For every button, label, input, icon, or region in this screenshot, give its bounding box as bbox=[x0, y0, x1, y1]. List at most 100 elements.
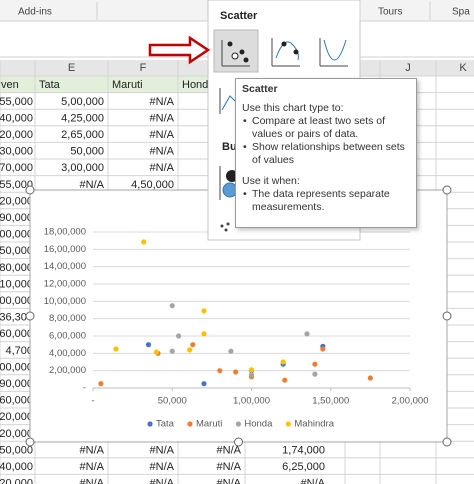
resize-handle[interactable] bbox=[442, 311, 452, 321]
cell: 20,000 bbox=[0, 129, 33, 141]
y-tick-label: - bbox=[83, 383, 86, 394]
cell: 80,000 bbox=[0, 262, 33, 274]
cell: #N/A bbox=[150, 96, 175, 108]
cell: 40,000 bbox=[0, 461, 33, 473]
point bbox=[248, 372, 255, 378]
point bbox=[201, 381, 207, 387]
x-tick-label: - bbox=[91, 396, 94, 407]
header-cell: Tata bbox=[39, 79, 61, 91]
x-tick-label: 50,000 bbox=[158, 396, 187, 407]
cell: 36,300 bbox=[0, 312, 33, 324]
cell: 1,74,000 bbox=[282, 444, 325, 456]
resize-handle[interactable] bbox=[25, 437, 35, 447]
cell: 00,000 bbox=[0, 229, 33, 241]
ribbon-tab: Spa bbox=[452, 7, 470, 18]
x-tick-label: 2,00,000 bbox=[392, 396, 429, 407]
cell: 50,000 bbox=[0, 444, 33, 456]
cell: #N/A bbox=[80, 444, 105, 456]
scatter-icon-selected[interactable] bbox=[213, 29, 259, 73]
cell: 20,000 bbox=[0, 428, 33, 440]
cell: 5,00,000 bbox=[61, 96, 104, 108]
cell: 20,000 bbox=[0, 411, 33, 423]
scatter-lines-icon[interactable] bbox=[271, 38, 300, 67]
more-icon[interactable] bbox=[220, 222, 230, 232]
cell: 90,000 bbox=[0, 378, 33, 390]
point bbox=[201, 308, 207, 314]
cell: 4,50,000 bbox=[131, 179, 174, 191]
point bbox=[282, 377, 288, 383]
cell: 10,000 bbox=[0, 278, 33, 290]
tooltip-when-heading: Use it when: bbox=[242, 175, 300, 187]
point bbox=[217, 368, 223, 374]
cell: #N/A bbox=[80, 179, 105, 191]
point bbox=[187, 347, 193, 353]
cell: #N/A bbox=[80, 461, 105, 473]
cell: #N/A bbox=[150, 444, 175, 456]
cell: 00,000 bbox=[0, 361, 33, 373]
tooltip-use: Show relationships between sets of value… bbox=[243, 141, 410, 167]
resize-handle[interactable] bbox=[25, 311, 35, 321]
point bbox=[145, 342, 152, 348]
y-tick-label: 18,00,000 bbox=[44, 227, 86, 238]
point bbox=[175, 333, 182, 339]
cell: 3,00,000 bbox=[61, 162, 104, 174]
cell: #N/A bbox=[150, 112, 175, 124]
column-header: J bbox=[405, 62, 411, 74]
resize-handle[interactable] bbox=[25, 185, 35, 195]
legend-marker bbox=[187, 421, 193, 427]
ribbon-tab: Tours bbox=[378, 7, 402, 18]
y-tick-label: 2,00,000 bbox=[49, 365, 86, 376]
cell: 2,65,000 bbox=[61, 129, 104, 141]
point bbox=[312, 371, 318, 377]
cell: #N/A bbox=[217, 461, 242, 473]
ribbon-tab: Add-ins bbox=[18, 7, 52, 18]
resize-handle[interactable] bbox=[442, 185, 452, 195]
resize-handle[interactable] bbox=[234, 437, 243, 447]
legend-label: Tata bbox=[156, 419, 175, 430]
dropdown-title: Scatter bbox=[220, 10, 258, 22]
cell: 50,000 bbox=[70, 146, 104, 158]
cell: 4,25,000 bbox=[61, 112, 104, 124]
point bbox=[320, 346, 326, 352]
x-tick-label: 1,50,000 bbox=[312, 396, 349, 407]
cell: 70,000 bbox=[0, 162, 33, 174]
tooltip-uses: Compare at least two sets of values or p… bbox=[242, 115, 410, 167]
tooltip-intro: Use this chart type to: bbox=[242, 102, 344, 114]
point bbox=[113, 346, 119, 352]
column-header: K bbox=[459, 62, 467, 74]
cell: #N/A bbox=[80, 478, 105, 484]
y-tick-label: 14,00,000 bbox=[44, 261, 86, 272]
legend-marker bbox=[285, 421, 291, 427]
header-cell: Maruti bbox=[112, 79, 143, 91]
point bbox=[98, 381, 104, 387]
x-tick-label: 1,00,000 bbox=[233, 396, 270, 407]
point bbox=[190, 342, 196, 348]
resize-handle[interactable] bbox=[442, 437, 452, 447]
point bbox=[201, 331, 207, 337]
cell: 6,25,000 bbox=[282, 461, 325, 473]
point bbox=[169, 303, 175, 309]
scatter-icon[interactable] bbox=[221, 40, 250, 67]
point bbox=[304, 331, 310, 337]
y-tick-label: 6,00,000 bbox=[49, 331, 86, 342]
tooltip-when-item: The data represents separate measurement… bbox=[243, 188, 410, 214]
y-tick-label: 8,00,000 bbox=[49, 313, 86, 324]
scatter-smooth-icon[interactable] bbox=[319, 38, 348, 67]
cell: 60,000 bbox=[0, 328, 33, 340]
point bbox=[141, 239, 147, 245]
legend-label: Mahindra bbox=[294, 419, 334, 430]
column-header: E bbox=[68, 62, 75, 74]
legend-marker bbox=[147, 421, 153, 427]
legend-label: Honda bbox=[244, 419, 273, 430]
column-header: F bbox=[140, 62, 147, 74]
cell: 55,000 bbox=[0, 179, 33, 191]
cell: 50,000 bbox=[0, 245, 33, 257]
cell: 00,000 bbox=[0, 295, 33, 307]
cell: 4,700 bbox=[5, 345, 33, 357]
point bbox=[248, 367, 255, 373]
point bbox=[367, 375, 373, 381]
cell: #N/A bbox=[150, 478, 175, 484]
point bbox=[280, 359, 286, 365]
